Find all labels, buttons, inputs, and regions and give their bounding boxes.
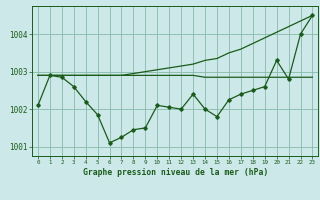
X-axis label: Graphe pression niveau de la mer (hPa): Graphe pression niveau de la mer (hPa) xyxy=(83,168,268,177)
